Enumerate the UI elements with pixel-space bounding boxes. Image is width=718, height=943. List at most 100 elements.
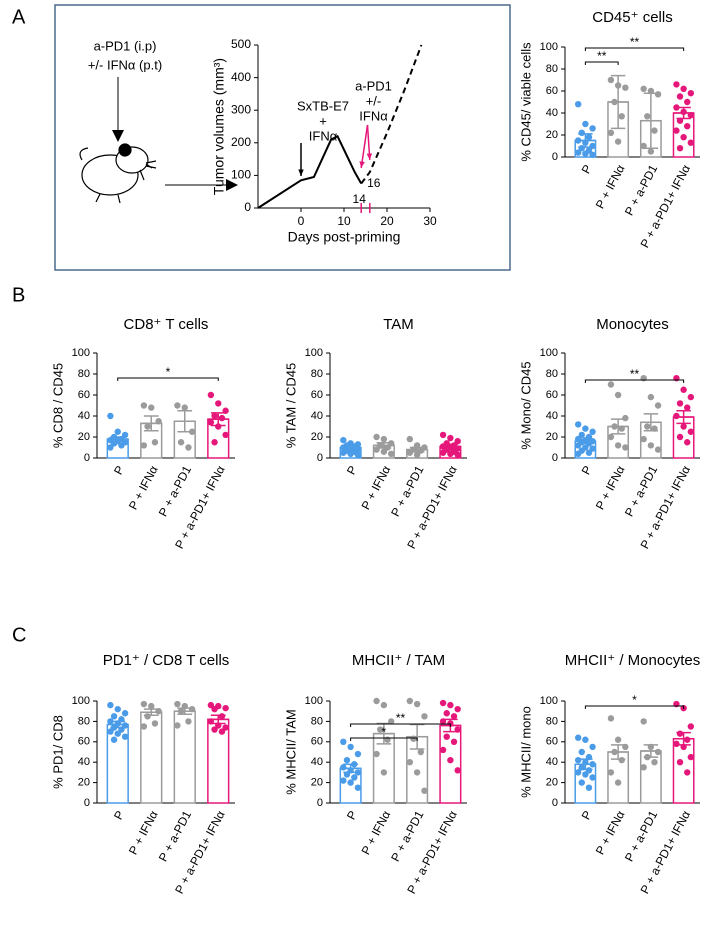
y-tick-label: 20	[311, 777, 323, 789]
data-point	[218, 713, 226, 720]
data-point	[207, 718, 215, 725]
y-tick-label: 40	[311, 756, 323, 768]
data-point	[614, 442, 622, 449]
y-tick-label: 0	[244, 200, 251, 214]
data-point	[647, 148, 655, 155]
data-point	[121, 733, 129, 740]
y-tick-label: 20	[546, 431, 558, 443]
data-point	[574, 149, 582, 156]
data-point	[343, 756, 351, 764]
y-tick-label: 80	[546, 368, 558, 380]
data-point	[110, 724, 118, 731]
data-point	[174, 402, 181, 409]
y-tick-label: 20	[78, 431, 90, 443]
data-point	[607, 769, 615, 776]
data-point	[614, 779, 622, 786]
significance-bracket	[584, 705, 685, 709]
x-tick-label: P + a-PD1	[156, 808, 195, 864]
data-point	[640, 142, 647, 150]
data-point	[340, 738, 347, 745]
significance-bracket	[584, 379, 685, 383]
data-point	[687, 112, 695, 119]
y-tick-label: 100	[72, 347, 90, 359]
y-tick-label: 40	[78, 410, 90, 422]
y-tick-label: 100	[540, 695, 558, 707]
y-tick-label: 40	[311, 410, 323, 422]
x-tick-label: P + IFNα	[593, 162, 628, 211]
data-point	[218, 728, 226, 735]
significance-label: *	[166, 365, 171, 379]
y-tick-label: 60	[546, 85, 558, 97]
annotation-arrow	[360, 124, 369, 169]
data-point	[340, 777, 347, 784]
x-tick-label: P + IFNα	[359, 808, 394, 857]
data-point	[647, 442, 655, 449]
y-tick-label: 0	[84, 452, 90, 464]
data-point	[207, 701, 215, 709]
data-point	[454, 451, 461, 459]
data-point	[680, 743, 687, 751]
chart-title: CD8⁺ T cells	[124, 316, 209, 333]
data-point	[651, 759, 658, 766]
data-point	[174, 722, 181, 729]
highlight-tick-label: 14	[353, 192, 367, 206]
data-point	[589, 428, 596, 435]
data-point	[155, 418, 162, 425]
data-point	[373, 697, 380, 705]
y-tick-label: 0	[84, 797, 90, 809]
data-point	[589, 774, 596, 781]
data-point	[222, 724, 229, 731]
y-tick-label: 80	[311, 368, 323, 380]
data-point	[439, 431, 447, 439]
data-point	[673, 127, 680, 134]
data-point	[676, 400, 684, 407]
error-bar	[607, 418, 629, 435]
data-point	[148, 702, 155, 710]
significance-label: **	[396, 711, 406, 725]
data-point	[211, 705, 218, 713]
data-point	[373, 446, 380, 453]
data-point	[222, 431, 229, 439]
data-point	[140, 442, 148, 449]
data-point	[607, 381, 615, 388]
annotation-text: IFNα	[359, 108, 388, 123]
data-point	[121, 710, 129, 717]
data-point	[354, 784, 362, 791]
data-point	[684, 123, 691, 130]
data-point	[684, 439, 691, 446]
significance-bracket	[117, 377, 219, 381]
data-point	[574, 450, 582, 457]
data-point	[640, 718, 647, 725]
y-tick-label: 60	[311, 389, 323, 401]
x-axis-label: Days post-priming	[288, 229, 401, 245]
data-point	[574, 734, 582, 741]
data-point	[647, 87, 655, 95]
data-point	[384, 444, 391, 451]
data-point	[373, 750, 380, 758]
data-point	[439, 746, 447, 754]
error-bar	[640, 413, 662, 432]
data-point	[647, 393, 655, 401]
y-tick-label: 100	[305, 695, 323, 707]
data-point	[647, 743, 655, 751]
data-point	[582, 759, 589, 766]
data-point	[121, 431, 129, 439]
y-axis-label: % MHCII/ TAM	[283, 709, 298, 794]
data-point	[582, 139, 589, 146]
chart-title: MHCII⁺ / Monocytes	[565, 652, 700, 669]
data-point	[387, 718, 395, 725]
significance-bracket	[350, 737, 418, 741]
data-point	[211, 412, 218, 420]
data-point	[607, 129, 615, 136]
data-point	[687, 90, 695, 97]
schematic-arrows	[112, 77, 238, 191]
mouse	[79, 143, 157, 204]
data-point	[578, 748, 585, 756]
data-point	[585, 753, 593, 761]
data-point	[406, 435, 414, 443]
panel-letter: B	[12, 284, 25, 306]
data-point	[447, 701, 454, 709]
data-point	[144, 423, 151, 430]
data-point	[654, 91, 662, 98]
chart-title: MHCII⁺ / TAM	[352, 652, 445, 669]
